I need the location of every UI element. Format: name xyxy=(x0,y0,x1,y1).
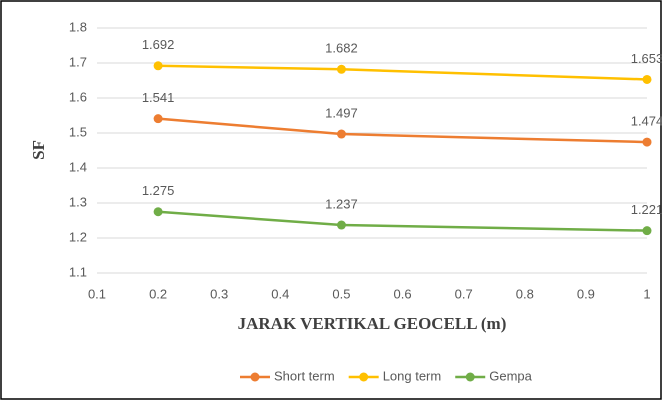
data-point xyxy=(642,226,652,236)
y-tick-label: 1.5 xyxy=(69,124,87,139)
y-tick-label: 1.1 xyxy=(69,264,87,279)
x-axis-title: JARAK VERTIKAL GEOCELL (m) xyxy=(238,314,507,333)
data-point xyxy=(153,114,163,124)
x-tick-label: 0.8 xyxy=(516,286,534,301)
legend-label: Long term xyxy=(383,368,442,383)
y-tick-label: 1.6 xyxy=(69,89,87,104)
legend-label: Gempa xyxy=(489,368,532,383)
data-label: 1.497 xyxy=(325,105,358,120)
data-point xyxy=(336,220,346,230)
y-tick-label: 1.8 xyxy=(69,19,87,34)
x-tick-label: 0.3 xyxy=(210,286,228,301)
y-tick-label: 1.7 xyxy=(69,54,87,69)
y-axis-title: SF xyxy=(29,140,48,160)
data-label: 1.275 xyxy=(142,183,175,198)
data-label: 1.541 xyxy=(142,90,175,105)
data-label: 1.682 xyxy=(325,41,358,56)
legend-marker xyxy=(250,372,260,382)
x-tick-label: 0.2 xyxy=(149,286,167,301)
x-tick-label: 0.6 xyxy=(394,286,412,301)
data-label: 1.237 xyxy=(325,196,358,211)
data-point xyxy=(153,207,163,217)
x-tick-label: 0.1 xyxy=(88,286,106,301)
data-label: 1.653 xyxy=(631,51,662,66)
data-point xyxy=(153,61,163,71)
data-point xyxy=(642,137,652,147)
x-tick-label: 1 xyxy=(643,286,650,301)
y-tick-label: 1.2 xyxy=(69,229,87,244)
x-tick-label: 0.7 xyxy=(455,286,473,301)
legend-marker xyxy=(359,372,369,382)
y-tick-label: 1.4 xyxy=(69,159,87,174)
y-tick-label: 1.3 xyxy=(69,194,87,209)
data-point xyxy=(336,64,346,74)
data-point xyxy=(336,129,346,139)
data-label: 1.221 xyxy=(631,202,662,217)
data-label: 1.692 xyxy=(142,37,175,52)
x-tick-label: 0.9 xyxy=(577,286,595,301)
x-tick-label: 0.4 xyxy=(271,286,289,301)
legend-marker xyxy=(465,372,475,382)
data-point xyxy=(642,74,652,84)
x-tick-label: 0.5 xyxy=(332,286,350,301)
legend-label: Short term xyxy=(274,368,335,383)
data-label: 1.474 xyxy=(631,114,662,129)
